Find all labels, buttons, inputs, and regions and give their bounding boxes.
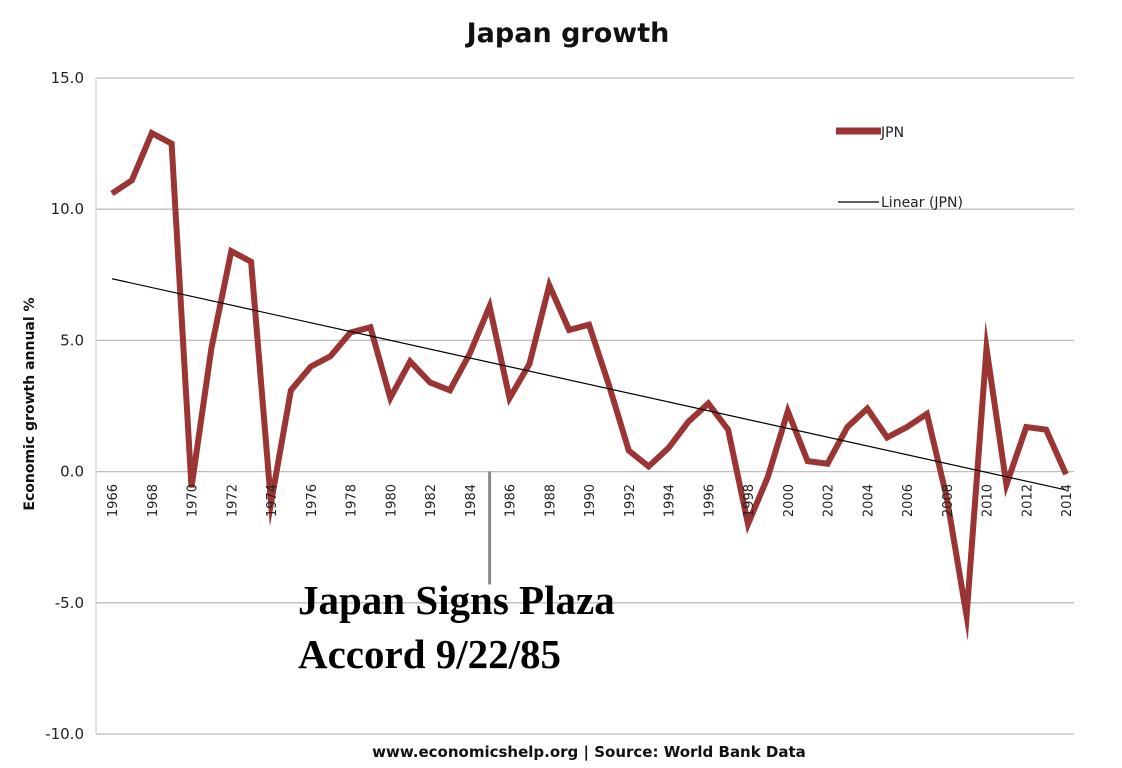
data-point: [747, 523, 749, 525]
x-tick-label: 1992: [623, 484, 638, 517]
x-tick-label: 1966: [106, 484, 121, 517]
data-point: [986, 347, 987, 349]
data-point: [250, 261, 252, 263]
x-tick-label: 2012: [1020, 484, 1035, 517]
data-point: [926, 413, 928, 415]
data-point: [350, 332, 351, 334]
y-tick-label: 5.0: [60, 331, 84, 349]
x-tick-label: 1986: [504, 484, 519, 517]
data-point: [787, 410, 789, 412]
data-point: [429, 381, 431, 383]
series-layer: [110, 128, 1069, 641]
data-point: [449, 389, 451, 391]
x-tick-label: 1972: [225, 484, 240, 517]
x-tick-label: 1970: [186, 484, 201, 517]
data-point: [369, 326, 371, 328]
data-point: [687, 421, 689, 423]
data-point: [628, 450, 630, 452]
x-tick-label: 1974: [265, 484, 280, 517]
x-tick-label: 1990: [583, 484, 598, 517]
data-point: [1025, 426, 1027, 428]
data-point: [409, 360, 411, 362]
annotation-line-1: Japan Signs Plaza: [298, 577, 615, 623]
data-point: [111, 192, 113, 194]
data-point: [966, 615, 968, 617]
x-tick-label: 2006: [901, 484, 916, 517]
y-tick-label: -5.0: [55, 594, 84, 612]
x-tick-label: 1996: [702, 484, 717, 517]
x-tick-label: 2002: [822, 484, 837, 517]
y-axis-ticks: 15.0 10.0 5.0 0.0 -5.0 -10.0: [45, 69, 84, 743]
x-tick-label: 2014: [1060, 484, 1075, 517]
x-tick-label: 1968: [146, 484, 161, 517]
data-point: [767, 476, 769, 478]
x-tick-label: 1998: [742, 484, 757, 517]
y-tick-label: 15.0: [51, 69, 84, 87]
x-tick-label: 1980: [384, 484, 399, 517]
data-point: [1005, 484, 1007, 486]
y-axis-label: Economic growth annual %: [22, 297, 38, 510]
data-point: [827, 463, 828, 465]
data-point: [469, 353, 471, 355]
x-tick-label: 1976: [305, 484, 320, 517]
data-point: [707, 402, 709, 404]
trendline-linear-jpn: [111, 278, 1067, 491]
data-point: [151, 132, 153, 134]
x-tick-label: 2000: [782, 484, 797, 517]
y-tick-label: 0.0: [60, 463, 84, 481]
x-tick-label: 2010: [981, 484, 996, 517]
data-point: [866, 408, 868, 410]
data-point: [668, 447, 669, 449]
chart-title: Japan growth: [465, 18, 670, 49]
data-point: [1065, 473, 1067, 475]
legend-label-linear: Linear (JPN): [881, 195, 963, 211]
x-axis-ticks: 1966 1968 1970 1972 1974 1976 1978 1980 1982 1984…: [106, 484, 1075, 517]
gridlines: [95, 77, 1074, 735]
data-point: [290, 389, 292, 391]
y-tick-label: -10.0: [45, 725, 84, 743]
x-tick-label: 1984: [464, 484, 479, 517]
x-tick-label: 1994: [663, 484, 678, 517]
data-point: [608, 384, 610, 386]
data-point: [509, 397, 510, 399]
x-tick-label: 1982: [424, 484, 439, 517]
data-point: [330, 355, 332, 357]
source-note: www.economicshelp.org | Source: World Ba…: [372, 743, 806, 762]
data-point: [846, 426, 848, 428]
data-point: [807, 460, 809, 462]
data-point: [528, 363, 530, 365]
data-point: [648, 465, 650, 467]
data-point: [1045, 429, 1047, 431]
legend-label-jpn: JPN: [880, 125, 904, 141]
annotation-line-2: Accord 9/22/85: [298, 631, 561, 677]
data-point: [727, 429, 729, 431]
data-point: [946, 497, 948, 499]
x-tick-label: 2004: [861, 484, 876, 517]
data-point: [886, 436, 888, 438]
x-tick-label: 1978: [345, 484, 360, 517]
x-tick-label: 1988: [543, 484, 558, 517]
data-point: [588, 324, 590, 326]
y-tick-label: 10.0: [51, 200, 84, 218]
legend: JPN Linear (JPN): [836, 125, 963, 211]
data-point: [489, 305, 491, 307]
data-point: [230, 250, 232, 252]
data-point: [389, 397, 391, 399]
data-point: [171, 143, 173, 145]
data-point: [568, 329, 570, 331]
data-point: [548, 284, 550, 286]
x-tick-label: 2008: [941, 484, 956, 517]
data-point: [906, 426, 908, 428]
data-point: [210, 347, 212, 349]
data-point: [131, 179, 133, 181]
data-point: [270, 502, 272, 504]
data-point: [191, 486, 192, 488]
data-point: [310, 366, 312, 368]
